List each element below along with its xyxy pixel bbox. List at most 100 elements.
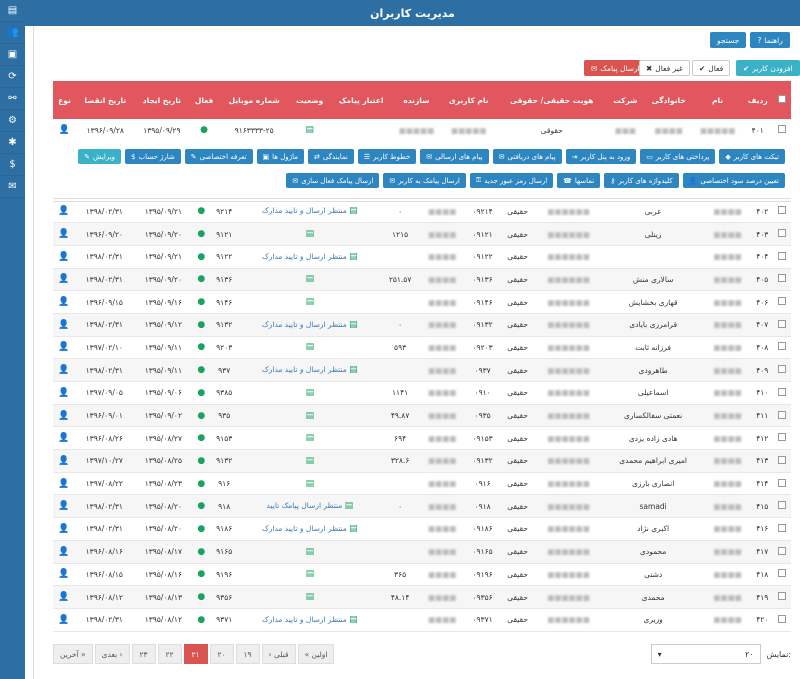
login-as-user-button[interactable]: ⇥ ورود به پنل کاربر: [565, 149, 637, 164]
mail-icon[interactable]: ✉: [0, 176, 25, 198]
page-21-active[interactable]: ۲۱: [183, 644, 208, 664]
table-row[interactable]: 👤 ۱۳۹۸/۰۲/۳۱ ۱۳۹۵/۰۸/۱۲ ● ۹۳۷۱ منتظر ارسال و …: [53, 608, 791, 632]
table-row[interactable]: 👤 ۱۳۹۷/۰۸/۲۲ ۱۳۹۵/۰۸/۲۳ ● ۹۱۶ ▤ ■■■■ ۰۹۱۶ حقیقی ■…: [53, 472, 791, 496]
document-icon[interactable]: ▤: [305, 433, 315, 444]
status-text[interactable]: منتظر ارسال و تایید مدارک: [262, 206, 347, 216]
inactive-filter-button[interactable]: ✖ غیر فعال: [639, 60, 690, 76]
table-row[interactable]: 👤 ۱۳۹۶/۰۸/۱۶ ۱۳۹۵/۰۸/۱۷ ● ۹۱۶۵ ▤ ■■■■ ۰۹۱۶۵ حقیق…: [53, 540, 791, 564]
active-filter-button[interactable]: ✔ فعال: [692, 60, 731, 76]
received-messages-button[interactable]: ✉ پیام های دریافتی: [492, 149, 562, 164]
table-row[interactable]: 👤 ۱۳۹۶/۰۹/۱۵ ۱۳۹۵/۰۹/۱۶ ● ۹۱۴۶ ▤ ■■■■ ۰۹۱۴۶ حقیق…: [53, 290, 791, 314]
table-row[interactable]: 👤 ۱۳۹۸/۰۲/۳۱ ۱۳۹۵/۰۹/۲۱ ● ۹۲۱۴ منتظر ارسال و …: [53, 200, 791, 224]
row-checkbox[interactable]: [778, 478, 787, 487]
briefcase-icon[interactable]: ▣: [0, 44, 25, 66]
document-icon[interactable]: ▤: [305, 297, 315, 308]
user-tickets-button[interactable]: ◆ تیکت های کاربر: [719, 149, 785, 164]
user-payments-button[interactable]: ▭ پرداختی های کاربر: [640, 149, 716, 164]
row-checkbox[interactable]: [778, 342, 787, 351]
custom-profit-button[interactable]: 👤 تعیین درصد سود اختصاصی: [682, 173, 785, 188]
document-icon[interactable]: ▤: [305, 455, 315, 466]
edit-button[interactable]: ✎ ویرایش: [78, 149, 122, 164]
send-activation-sms-button[interactable]: ✉ ارسال پیامک فعال سازی: [286, 173, 380, 188]
document-icon[interactable]: ▤: [305, 229, 315, 240]
row-checkbox[interactable]: [778, 274, 787, 283]
contacts-button[interactable]: ☎ تماسها: [557, 173, 601, 188]
charge-account-button[interactable]: $ شارژ حساب: [125, 149, 181, 164]
last-page-button[interactable]: آخرین »: [53, 644, 93, 664]
table-row[interactable]: 👤 ۱۳۹۶/۰۹/۲۰ ۱۳۹۵/۰۹/۲۰ ● ۹۱۲۱ ▤ ۱۲۱۵ ■■■■ ۰۹۱۲۱…: [53, 222, 791, 246]
status-text[interactable]: منتظر ارسال و تایید مدارک: [262, 523, 347, 533]
row-checkbox[interactable]: [778, 319, 787, 328]
row-checkbox[interactable]: [778, 251, 787, 260]
prev-page-button[interactable]: ‹ قبلی: [261, 644, 296, 664]
document-icon[interactable]: ▤: [349, 251, 358, 262]
chart-icon[interactable]: ▤: [0, 0, 25, 22]
send-sms-to-user-button[interactable]: ✉ ارسال پیامک به کاربر: [383, 173, 466, 188]
document-icon[interactable]: ▤: [349, 523, 358, 534]
row-checkbox[interactable]: [778, 546, 787, 555]
search-button[interactable]: جستجو: [710, 32, 747, 48]
document-icon[interactable]: ▤: [305, 125, 314, 136]
table-row[interactable]: 👤 ۱۳۹۶/۰۹/۰۱ ۱۳۹۵/۰۹/۰۲ ● ۹۳۵ ▤ ۴۹.۸۷ ■■■■ ۰۹۳۵ ح…: [53, 404, 791, 428]
first-page-button[interactable]: « اولین: [297, 644, 335, 664]
row-checkbox[interactable]: [778, 206, 787, 215]
user-keywords-button[interactable]: ⚷ کلیدواژه های کاربر: [604, 173, 679, 188]
table-row[interactable]: 👤 ۱۳۹۸/۰۲/۳۱ ۱۳۹۵/۰۹/۲۰ ● ۹۱۳۶ ▤ ۲۵۱.۵۷ ■■■■ ۰۹۱…: [53, 268, 791, 292]
page-19[interactable]: ۱۹: [235, 644, 260, 664]
row-checkbox[interactable]: [778, 365, 787, 374]
document-icon[interactable]: ▤: [305, 478, 315, 489]
agency-button[interactable]: ⇄ نمایندگی: [307, 149, 354, 164]
row-checkbox[interactable]: [778, 455, 787, 464]
send-sms-button[interactable]: ✉ ارسال پیامک: [584, 60, 647, 76]
link-icon[interactable]: ⚯: [0, 88, 25, 110]
table-row[interactable]: 👤 ۱۳۹۸/۰۲/۳۱ ۱۳۹۵/۰۹/۱۲ ● ۹۱۳۲ منتظر ارسال و …: [53, 313, 791, 337]
status-text[interactable]: منتظر ارسال و تایید مدارک: [262, 365, 347, 375]
document-icon[interactable]: ▤: [305, 274, 315, 285]
document-icon[interactable]: ▤: [305, 546, 315, 557]
table-row[interactable]: 👤 ۱۳۹۷/۱۰/۲۷ ۱۳۹۵/۰۸/۲۵ ● ۹۱۳۲ ▤ ۳۲۸.۶ ■■■■ ۰۹۱۳…: [53, 449, 791, 473]
page-20[interactable]: ۲۰: [209, 644, 234, 664]
row-checkbox[interactable]: [778, 297, 787, 306]
table-row[interactable]: 👤 ۱۳۹۸/۰۲/۳۱ ۱۳۹۵/۰۹/۲۱ ● ۹۱۲۲ منتظر ارسال و …: [53, 245, 791, 269]
document-icon[interactable]: ▤: [349, 614, 358, 625]
document-icon[interactable]: ▤: [305, 410, 315, 421]
document-icon[interactable]: ▤: [349, 206, 358, 217]
status-text[interactable]: منتظر ارسال و تایید مدارک: [262, 319, 347, 329]
next-page-button[interactable]: بعدی ›: [94, 644, 130, 664]
row-checkbox[interactable]: [778, 229, 787, 238]
row-checkbox[interactable]: [778, 569, 787, 578]
table-row[interactable]: 👤 ۱۳۹۷/۰۲/۱۰ ۱۳۹۵/۰۹/۱۱ ● ۹۲۰۳ ▤ ۵۹۳ ■■■■ ۰۹۲۰۳ ح…: [53, 336, 791, 360]
status-text[interactable]: منتظر ارسال و تایید مدارک: [262, 251, 347, 261]
row-checkbox[interactable]: [778, 523, 787, 532]
document-icon[interactable]: ▤: [349, 319, 358, 330]
page-size-select[interactable]: ▾ ۲۰: [650, 644, 761, 664]
dollar-icon[interactable]: $: [0, 154, 25, 176]
table-row[interactable]: 👤 ۱۳۹۸/۰۲/۳۱ ۱۳۹۵/۰۸/۲۰ ● ۹۱۸ منتظر ارسال پیا…: [53, 494, 791, 519]
gear-icon[interactable]: ✱: [0, 132, 25, 154]
table-row[interactable]: 👤 ۱۳۹۸/۰۲/۳۱ ۱۳۹۵/۰۹/۱۱ ● ۹۳۷ منتظر ارسال و ت…: [53, 358, 791, 382]
table-row[interactable]: 👤 ۱۳۹۷/۰۹/۰۵ ۱۳۹۵/۰۹/۰۶ ● ۹۳۸۵ ▤ ۱۱۴۱ ■■■■ ۰۹۱۰ ح…: [53, 381, 791, 405]
settings-icon[interactable]: ⚙: [0, 110, 25, 132]
sent-messages-button[interactable]: ✉ پیام های ارسالی: [420, 149, 489, 164]
row-checkbox[interactable]: [778, 614, 787, 623]
table-row[interactable]: 👤 ۱۳۹۶/۰۸/۲۶ ۱۳۹۵/۰۸/۲۷ ● ۹۱۵۳ ▤ ۶۹۴ ■■■■ ۰۹۱۵۳ ح…: [53, 426, 791, 451]
row-checkbox[interactable]: [778, 592, 787, 601]
status-text[interactable]: منتظر ارسال پیامک تایید: [266, 501, 343, 511]
table-row[interactable]: 👤 ۱۳۹۸/۰۲/۳۱ ۱۳۹۵/۰۸/۲۰ ● ۹۱۸۶ منتظر ارسال و …: [53, 517, 791, 541]
page-23[interactable]: ۲۳: [131, 644, 156, 664]
page-22[interactable]: ۲۲: [157, 644, 182, 664]
document-icon[interactable]: ▤: [305, 569, 315, 580]
modules-button[interactable]: ▣ ماژول ها: [256, 149, 304, 164]
user-lines-button[interactable]: ☰ خطوط کاربر: [357, 149, 417, 164]
document-icon[interactable]: ▤: [305, 387, 315, 398]
document-icon[interactable]: ▤: [305, 592, 315, 603]
document-icon[interactable]: ▤: [344, 501, 354, 512]
add-user-button[interactable]: ✔ افزودن کاربر: [736, 60, 800, 76]
row-checkbox[interactable]: [778, 387, 787, 396]
row-checkbox[interactable]: [778, 410, 787, 419]
send-new-password-button[interactable]: ⚿ ارسال رمز عبور جدید: [469, 173, 554, 188]
document-icon[interactable]: ▤: [349, 365, 358, 376]
refresh-icon[interactable]: ⟳: [0, 66, 25, 88]
select-all-checkbox[interactable]: [773, 81, 791, 119]
table-row[interactable]: 👤 ۱۳۹۶/۰۸/۱۲ ۱۳۹۵/۰۸/۱۳ ● ۹۳۵۶ ▤ ۴۸.۱۴ ■■■■ ۰۹۳۵…: [53, 585, 791, 609]
